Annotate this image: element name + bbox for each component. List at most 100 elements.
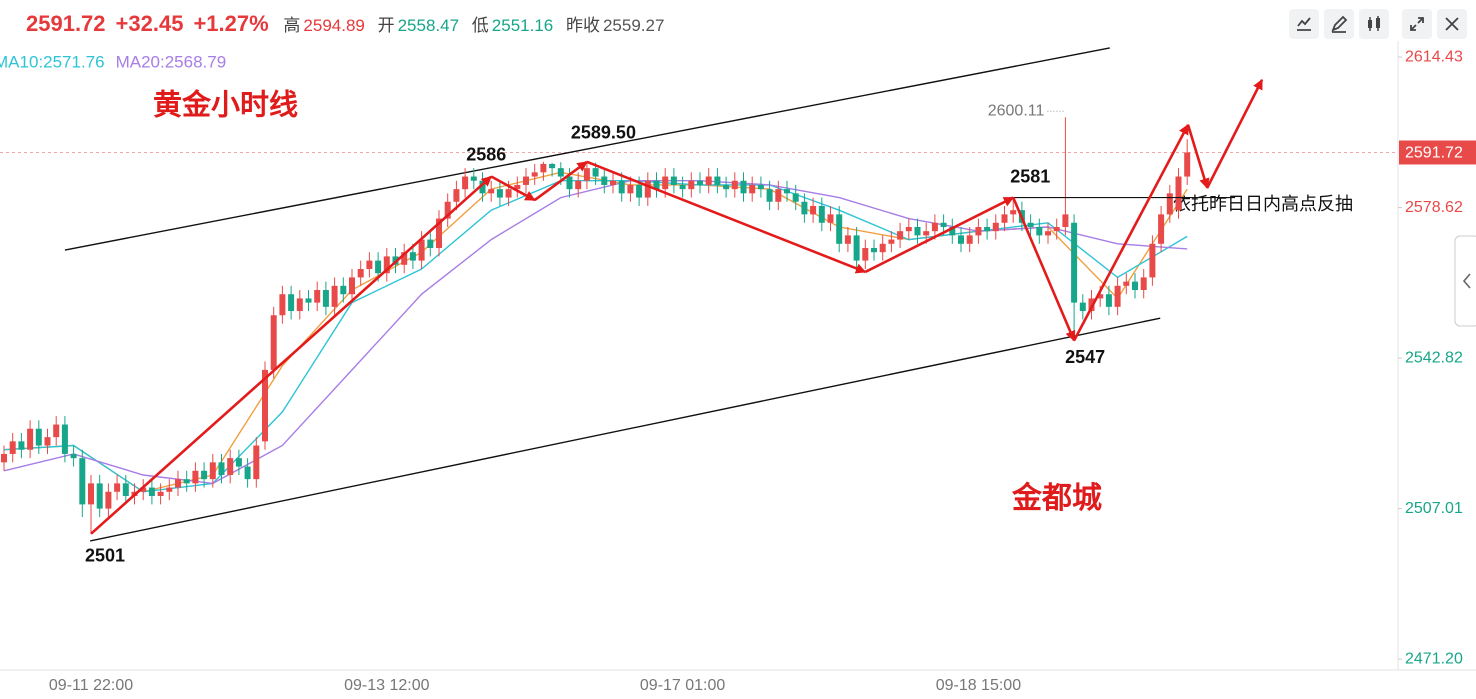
candle-body — [957, 235, 964, 244]
candle-body — [1140, 277, 1147, 291]
channel-line — [89, 317, 1161, 542]
trend-arrow — [1072, 123, 1190, 342]
candle-body — [218, 462, 225, 475]
candle-body — [810, 205, 817, 215]
candle-body — [1027, 222, 1034, 227]
pivot-label: 2501 — [85, 546, 125, 566]
candle-body — [714, 176, 721, 185]
candle-body — [453, 189, 460, 202]
tool-button[interactable] — [1324, 9, 1354, 39]
candle-body — [636, 184, 643, 198]
candle-body — [679, 184, 686, 190]
candle-body — [61, 424, 68, 454]
legend-entry: MA20:2568.79 — [116, 52, 227, 71]
candle-body — [540, 163, 547, 173]
candle-body — [1184, 152, 1191, 177]
candle-body — [296, 298, 303, 312]
candle-body — [575, 180, 582, 190]
candle-body — [1053, 226, 1060, 232]
tool-button[interactable] — [1437, 9, 1467, 39]
low-value: 2551.16 — [491, 16, 554, 35]
max-label: 2600.11 — [988, 102, 1045, 119]
candle-body — [940, 222, 947, 227]
candle-body — [436, 218, 443, 248]
candle-body — [96, 483, 103, 509]
candle-body — [175, 479, 182, 488]
candle-body — [688, 180, 695, 190]
tool-button[interactable] — [1402, 9, 1432, 39]
note: 依托昨日日内高点反抽 — [1173, 194, 1353, 214]
candle-body — [496, 189, 503, 198]
candle-body — [366, 260, 373, 270]
candle-body — [53, 424, 60, 438]
candle-body — [905, 226, 912, 232]
candle-body — [844, 235, 851, 244]
candle-body — [340, 285, 347, 295]
candle-body — [1001, 214, 1008, 223]
y-tick-label: 2471.20 — [1405, 650, 1463, 667]
candle-body — [1166, 193, 1173, 215]
collapse-icon — [1462, 273, 1471, 289]
ma-line — [3, 171, 1188, 493]
candle-body — [209, 462, 216, 480]
high-label: 高 — [283, 16, 301, 35]
icon — [1445, 17, 1459, 31]
tool-button[interactable] — [1289, 9, 1319, 39]
candle-body — [583, 168, 590, 181]
candle-body — [27, 428, 34, 450]
candle-body — [662, 176, 669, 190]
candle-body — [592, 168, 599, 177]
candle-body — [992, 222, 999, 232]
candle-body — [557, 168, 564, 177]
prev-close-label: 昨收 — [565, 16, 600, 35]
candle-body — [418, 239, 425, 261]
candle-body — [949, 226, 956, 236]
tool-button[interactable] — [1359, 9, 1389, 39]
candle-body — [792, 193, 799, 202]
candle-body — [871, 247, 878, 253]
candle-body — [1088, 298, 1095, 312]
candle-body — [514, 184, 521, 190]
pivot-label: 2586 — [466, 144, 506, 164]
icon — [1410, 17, 1424, 31]
candle-body — [1071, 222, 1078, 303]
candle-body — [1114, 285, 1121, 307]
candle-body — [749, 184, 756, 194]
x-tick-label: 09-11 22:00 — [49, 677, 133, 694]
candle-body — [114, 483, 121, 492]
collapse-button[interactable] — [1454, 235, 1476, 327]
candle-body — [1044, 231, 1051, 236]
open-label: 开 — [377, 16, 395, 35]
candle-body — [523, 176, 530, 185]
candle-body — [105, 491, 112, 509]
x-tick-label: 09-17 01:00 — [640, 677, 726, 694]
candle-body — [775, 189, 782, 202]
candle-body — [305, 298, 312, 303]
trend-arrow — [1186, 124, 1210, 189]
candle-body — [566, 176, 573, 190]
change-pct: +1.27% — [193, 11, 269, 36]
candle-body — [1149, 243, 1156, 278]
candle-body — [1036, 226, 1043, 236]
trend-arrow — [864, 196, 1015, 274]
candle-body — [705, 176, 712, 185]
candle-body — [914, 226, 921, 236]
pivot-label: 2581 — [1010, 166, 1050, 186]
watermark: 金都城 — [1011, 481, 1102, 515]
y-tick-label: 2507.01 — [1405, 500, 1463, 517]
icon — [1331, 15, 1348, 33]
candle-body — [253, 445, 260, 480]
candle-body — [409, 252, 416, 261]
candle-body — [670, 176, 677, 185]
candle-body — [79, 458, 86, 505]
candle-body — [488, 189, 495, 194]
candle-body — [531, 172, 538, 177]
candle-body — [888, 239, 895, 244]
icon — [1297, 17, 1311, 31]
candle-body — [644, 180, 651, 198]
candle-body — [1062, 214, 1069, 227]
candle-body — [44, 437, 51, 446]
candle-body — [235, 458, 242, 467]
candle-body — [966, 235, 973, 244]
